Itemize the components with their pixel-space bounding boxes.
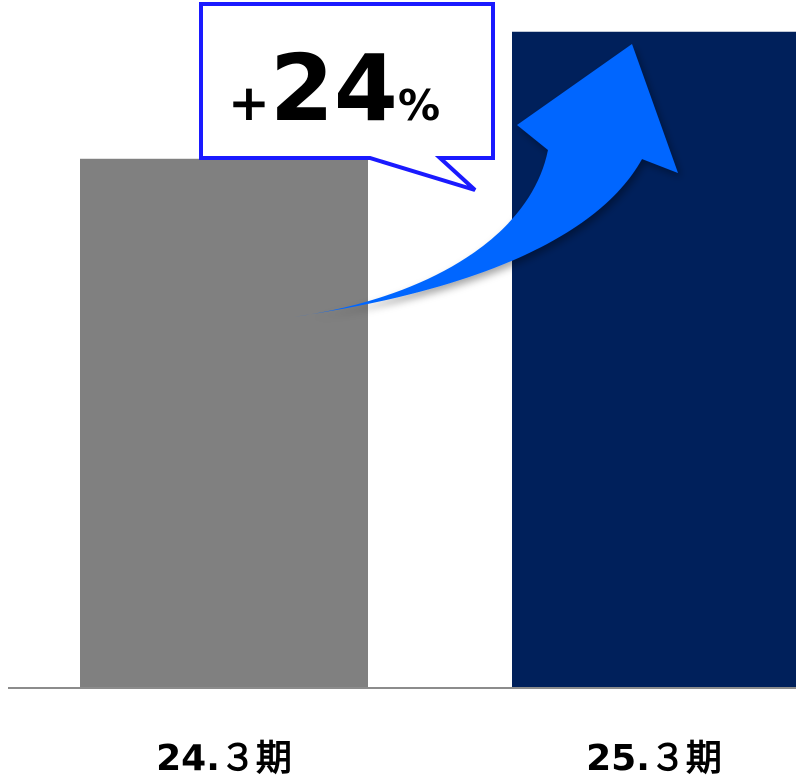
callout-plus: + [228, 74, 270, 132]
callout-percent: % [398, 81, 440, 130]
category-labels: 24.３期 25.３期 [156, 738, 722, 775]
callout-growth-label: +24% [228, 35, 440, 142]
bar-1 [80, 158, 368, 688]
callout-box [199, 2, 495, 192]
callout-number: 24 [270, 35, 398, 142]
category-label-2: 25.３期 [586, 738, 722, 775]
growth-arrow [293, 44, 678, 317]
category-label-1: 24.３期 [156, 738, 292, 775]
